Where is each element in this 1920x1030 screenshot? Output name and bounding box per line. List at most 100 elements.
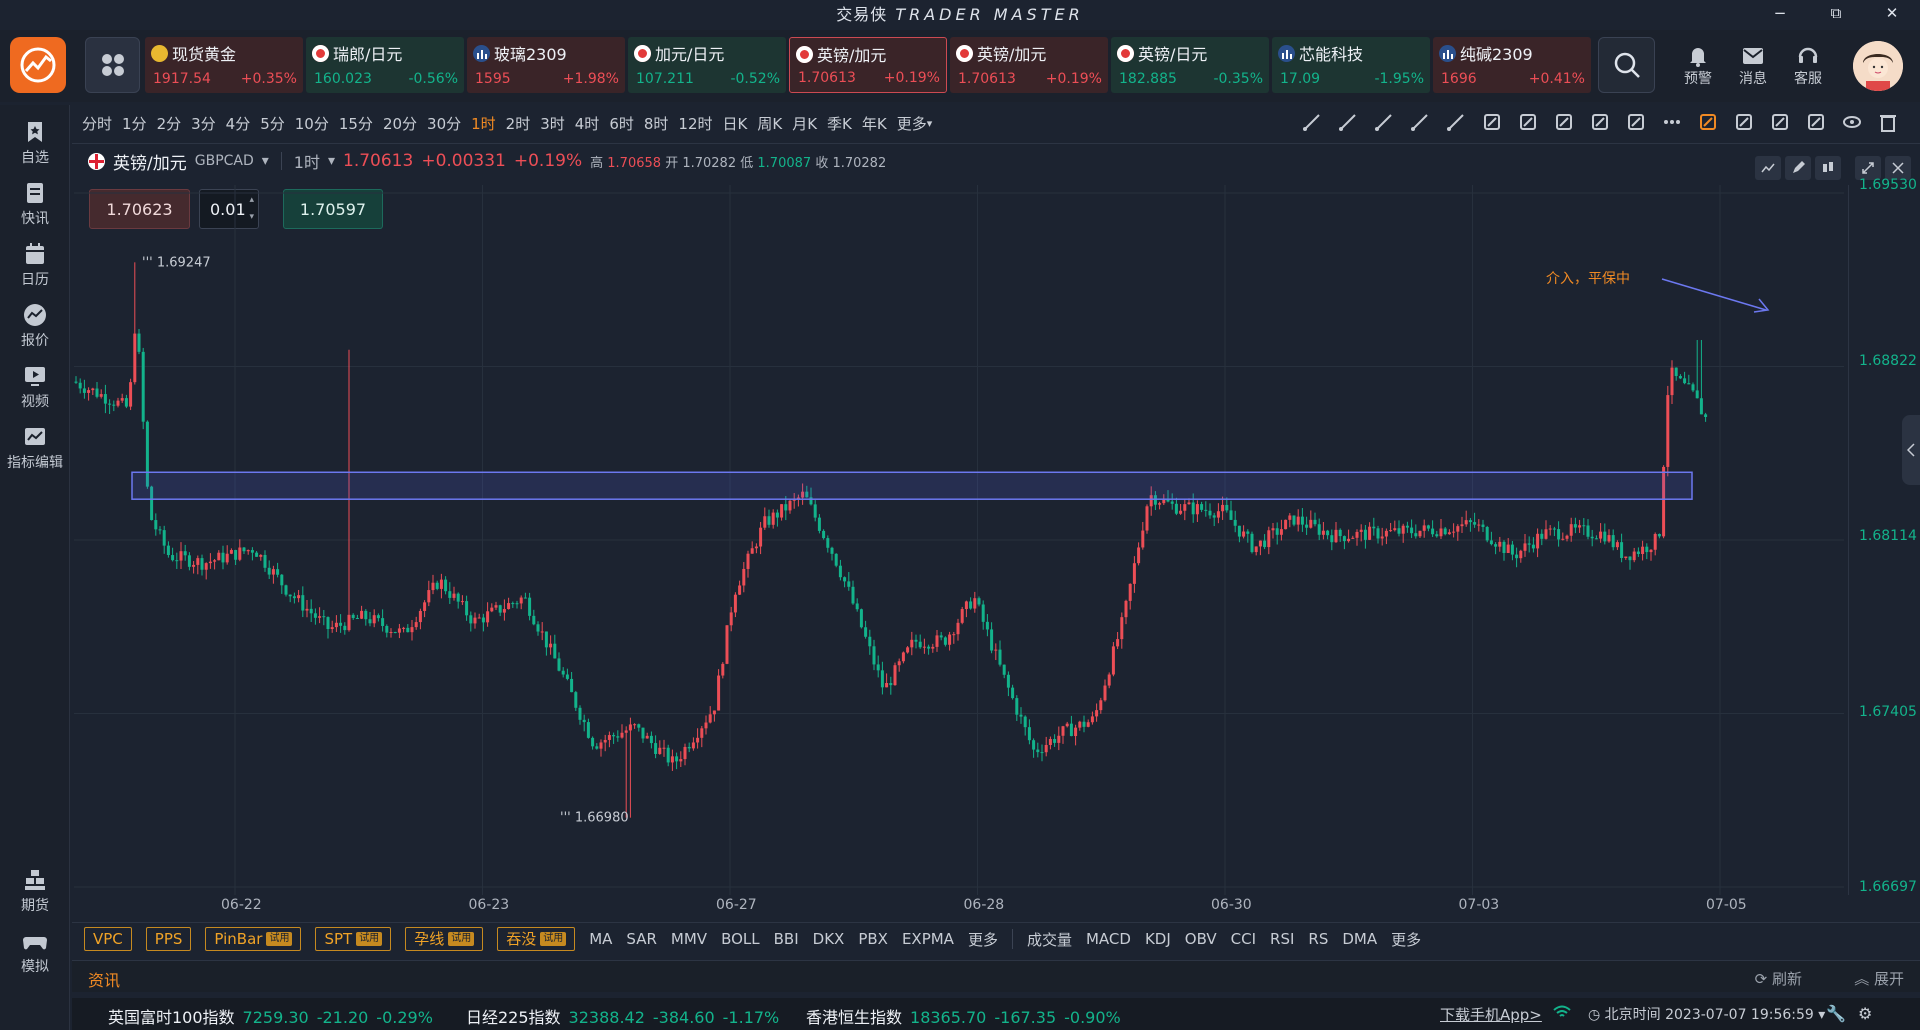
annotation-arrow[interactable]: [1661, 278, 1767, 311]
timeframe-tab[interactable]: 6时: [609, 114, 634, 133]
timeframe-tab[interactable]: 4时: [574, 114, 600, 133]
timeframe-tab[interactable]: 30分: [427, 114, 462, 133]
horizontal-line-icon[interactable]: [1372, 111, 1396, 133]
symbol-code[interactable]: GBPCAD: [194, 153, 254, 169]
alert-button[interactable]: 预警: [1678, 44, 1718, 88]
timeframe-tab[interactable]: 1时: [471, 114, 496, 133]
pattern-indicator-button[interactable]: 孕线 试用: [405, 927, 484, 951]
segment-icon[interactable]: [1408, 111, 1432, 133]
restore-button[interactable]: ⧉: [1830, 4, 1842, 22]
pattern-indicator-button[interactable]: PPS: [145, 927, 192, 951]
eye-icon[interactable]: [1840, 111, 1864, 133]
collapse-panel-icon[interactable]: [1902, 415, 1920, 485]
timeframe-tab[interactable]: 3时: [540, 114, 565, 133]
sidebar-item[interactable]: 快讯: [0, 178, 70, 228]
sell-price-button[interactable]: 1.70623: [89, 189, 190, 229]
indicator-toggle-icon[interactable]: [1755, 156, 1781, 180]
search-icon[interactable]: [1598, 37, 1655, 93]
sidebar-item[interactable]: 模拟: [0, 926, 70, 976]
pen-icon[interactable]: [1444, 111, 1468, 133]
sidebar-item[interactable]: 日历: [0, 239, 70, 289]
sidebar-item[interactable]: 期货: [0, 865, 70, 915]
close-window-button[interactable]: ✕: [1885, 4, 1899, 22]
sub-indicator[interactable]: MACD: [1085, 930, 1131, 948]
ticker-card[interactable]: 现货黄金 1917.54 +0.35%: [145, 37, 303, 93]
timeframe-tab[interactable]: 年K: [861, 114, 887, 133]
apps-grid-icon[interactable]: [85, 37, 140, 93]
sub-indicator[interactable]: RSI: [1270, 930, 1295, 948]
timeframe-tab[interactable]: 1分: [122, 114, 147, 133]
overlay-indicator[interactable]: PBX: [858, 930, 888, 948]
candle-style-icon[interactable]: [1815, 156, 1841, 180]
annotation-note[interactable]: 介入，平保中: [1546, 271, 1630, 287]
index-quote[interactable]: 英国富时100指数 7259.30 -21.20 -0.29%: [108, 1004, 433, 1028]
edit-draw-icon[interactable]: [1696, 111, 1720, 133]
ticker-card[interactable]: 瑞郎/日元 160.023 -0.56%: [306, 37, 464, 93]
period-dropdown-icon[interactable]: ▾: [327, 153, 336, 169]
period-select[interactable]: 1时: [293, 153, 320, 172]
news-tab[interactable]: 资讯: [88, 971, 121, 990]
message-button[interactable]: 消息: [1733, 44, 1773, 88]
clock-display[interactable]: ◷ 北京时间 2023-07-07 19:56:59 ▾: [1588, 1007, 1826, 1023]
ticker-card[interactable]: 纯碱2309 1696 +0.41%: [1433, 37, 1591, 93]
user-avatar[interactable]: [1853, 41, 1903, 91]
arrow-line-icon[interactable]: [1336, 111, 1360, 133]
timeframe-tab[interactable]: 20分: [382, 114, 418, 133]
timeframe-tab[interactable]: 分时: [82, 114, 113, 133]
fan-icon[interactable]: [1516, 111, 1540, 133]
edit-chart-icon[interactable]: [1785, 156, 1811, 180]
timeframe-tab[interactable]: 4分: [225, 114, 251, 133]
image-icon[interactable]: [1588, 111, 1612, 133]
overlay-indicator[interactable]: MMV: [670, 930, 708, 948]
timeframe-tab[interactable]: 3分: [191, 114, 216, 133]
pattern-indicator-button[interactable]: SPT 试用: [315, 927, 392, 951]
timeframe-tab[interactable]: 2时: [505, 114, 531, 133]
close-chart-icon[interactable]: [1885, 156, 1911, 180]
app-logo-icon[interactable]: [10, 37, 66, 93]
expand-button[interactable]: ︽ 展开: [1854, 970, 1904, 988]
overlay-indicator[interactable]: DKX: [812, 930, 845, 948]
timeframe-tab[interactable]: 2分: [156, 114, 182, 133]
lot-size-input[interactable]: 0.01 ▴ ▾: [199, 189, 259, 229]
lock-icon[interactable]: [1804, 111, 1828, 133]
ticker-card[interactable]: 英镑/加元 1.70613 +0.19%: [789, 37, 947, 93]
ticker-card[interactable]: 玻璃2309 1595 +1.98%: [467, 37, 625, 93]
timeframe-tab[interactable]: 月K: [792, 114, 818, 133]
ticker-card[interactable]: 芯能科技 17.09 -1.95%: [1272, 37, 1430, 93]
sub-indicator[interactable]: RS: [1308, 930, 1329, 948]
ticker-card[interactable]: 英镑/加元 1.70613 +0.19%: [950, 37, 1108, 93]
download-app-link[interactable]: 下载手机App>: [1440, 1006, 1542, 1024]
sub-indicator[interactable]: CCI: [1230, 930, 1257, 948]
trash-icon[interactable]: [1876, 111, 1900, 133]
overlay-indicator[interactable]: EXPMA: [901, 930, 954, 948]
timeframe-tab[interactable]: 10分: [294, 114, 329, 133]
timeframe-tab[interactable]: 15分: [338, 114, 373, 133]
sub-indicator[interactable]: DMA: [1342, 930, 1378, 948]
overlay-indicator[interactable]: SAR: [626, 930, 657, 948]
index-quote[interactable]: 香港恒生指数 18365.70 -167.35 -0.90%: [806, 1004, 1121, 1028]
sub-indicator[interactable]: OBV: [1184, 930, 1217, 948]
fullscreen-icon[interactable]: [1855, 156, 1881, 180]
sidebar-item[interactable]: 自选: [0, 117, 70, 167]
timeframe-tab[interactable]: 季K: [827, 114, 852, 133]
pattern-indicator-button[interactable]: VPC: [84, 927, 132, 951]
timeframe-tab[interactable]: 12时: [678, 114, 713, 133]
timeframe-tab[interactable]: 日K: [722, 114, 748, 133]
refresh-button[interactable]: ⟳ 刷新: [1754, 970, 1802, 988]
overlay-indicator[interactable]: BOLL: [721, 930, 760, 948]
index-quote[interactable]: 日经225指数 32388.42 -384.60 -1.17%: [466, 1004, 779, 1028]
symbol-dropdown-icon[interactable]: ▾: [261, 153, 269, 169]
settings-wrench-icon[interactable]: 🔧: [1826, 1004, 1846, 1023]
timeframe-tab[interactable]: 8时: [643, 114, 669, 133]
ticker-card[interactable]: 英镑/日元 182.885 -0.35%: [1111, 37, 1269, 93]
sub-indicator[interactable]: KDJ: [1144, 930, 1171, 948]
brush-icon[interactable]: [1552, 111, 1576, 133]
fibonacci-icon[interactable]: [1480, 111, 1504, 133]
magnet-icon[interactable]: [1768, 111, 1792, 133]
wave-icon[interactable]: [1624, 111, 1648, 133]
settings-gear-icon[interactable]: ⚙: [1858, 1004, 1873, 1023]
ticker-card[interactable]: 加元/日元 107.211 -0.52%: [628, 37, 786, 93]
ray-line-icon[interactable]: [1300, 111, 1324, 133]
pattern-indicator-button[interactable]: 吞没 试用: [497, 927, 576, 951]
lot-stepper-icon[interactable]: ▴ ▾: [249, 195, 254, 222]
